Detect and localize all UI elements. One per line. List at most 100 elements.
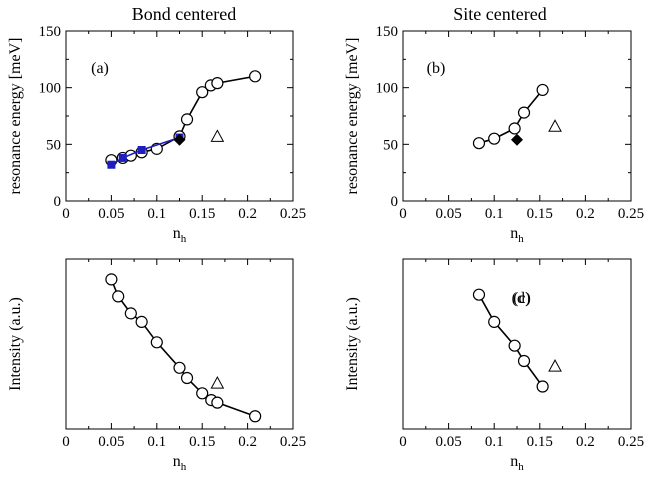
y-tick-label: 100 bbox=[39, 81, 62, 97]
series-line bbox=[478, 89, 544, 144]
data-point-circle bbox=[536, 380, 549, 393]
series-triangle-open bbox=[548, 359, 562, 372]
series-diamond-filled bbox=[511, 133, 523, 146]
data-point-circle bbox=[536, 83, 549, 97]
series-diamond-filled bbox=[173, 133, 186, 146]
data-point-circle bbox=[196, 387, 209, 400]
x-tick-label: 0.25 bbox=[280, 434, 306, 450]
x-axis-label: nh bbox=[173, 453, 187, 473]
panels: 0 0.05 0.1 0.15 0.2 0.25050100150nhresonance … bbox=[7, 24, 644, 473]
x-tick-label: 0.05 bbox=[435, 434, 461, 450]
data-point-triangle bbox=[548, 359, 562, 372]
series-triangle-open bbox=[210, 129, 225, 142]
series-line bbox=[478, 294, 544, 387]
panel-label-b: (b) bbox=[427, 60, 446, 77]
data-point-circle bbox=[488, 132, 501, 145]
data-point-triangle bbox=[210, 129, 225, 142]
panel-label-a: (a) bbox=[91, 60, 109, 77]
x-axis-label-base: n bbox=[510, 453, 518, 470]
x-axis-label-base: n bbox=[510, 225, 518, 242]
panel-b: 0 0.05 0.1 0.15 0.2 0.25 0 50 100 150 nh resonance … bbox=[344, 24, 644, 245]
y-axis-label: resonance energy [meV] bbox=[344, 38, 361, 195]
series-triangle-open bbox=[210, 376, 225, 389]
data-point-circle bbox=[249, 70, 262, 83]
x-tick-label: 0.25 bbox=[618, 206, 644, 222]
x-tick-label: 0.25 bbox=[280, 206, 306, 222]
x-tick-label: 0.2 bbox=[238, 434, 257, 450]
x-axis-label-base: n bbox=[173, 453, 181, 470]
data-point-circle bbox=[211, 396, 224, 409]
y-axis-label: resonance energy [meV] bbox=[7, 38, 24, 195]
data-point-circle bbox=[472, 137, 486, 150]
series-square-filled bbox=[107, 133, 184, 169]
series-circle-open bbox=[105, 70, 262, 167]
x-tick-label: 0.05 bbox=[98, 434, 124, 450]
data-point-circle bbox=[517, 106, 531, 119]
plot-frame-c bbox=[65, 258, 294, 430]
x-tick-label: 0.15 bbox=[527, 434, 553, 450]
data-point-diamond bbox=[173, 133, 186, 146]
data-point-triangle bbox=[210, 376, 225, 389]
y-tick-label: 100 bbox=[376, 81, 399, 97]
data-point-circle bbox=[180, 113, 194, 126]
data-point-circle bbox=[508, 339, 521, 352]
x-tick-label: 0.2 bbox=[238, 206, 257, 222]
x-tick-label: 0.1 bbox=[147, 206, 166, 222]
y-tick-label: 150 bbox=[39, 24, 62, 40]
data-point-circle bbox=[249, 410, 262, 423]
y-tick-label: 50 bbox=[383, 137, 398, 153]
y-tick-label: 50 bbox=[46, 137, 61, 153]
panel-a: 0 0.05 0.1 0.15 0.2 0.25 0 50 100 150 nh resonance … bbox=[7, 24, 306, 245]
data-point-circle bbox=[105, 273, 118, 286]
data-point-circle bbox=[196, 86, 209, 99]
x-tick-label: 0.2 bbox=[576, 206, 595, 222]
plot-frame-b bbox=[402, 30, 632, 202]
x-tick-label: 0 bbox=[62, 434, 70, 450]
x-axis-label: nh bbox=[510, 453, 524, 473]
x-tick-label: 0.05 bbox=[435, 206, 461, 222]
panel-label-d: (d) bbox=[512, 290, 531, 307]
x-tick-label: 0.15 bbox=[189, 206, 215, 222]
y-tick-label: 0 bbox=[54, 194, 62, 210]
x-axis-label: nh bbox=[510, 225, 524, 245]
data-point-circle bbox=[135, 315, 148, 328]
x-tick-label: 0.1 bbox=[485, 206, 504, 222]
data-point-circle bbox=[173, 361, 186, 374]
x-tick-label: 0 bbox=[62, 206, 70, 222]
data-point-diamond bbox=[511, 133, 523, 146]
data-point-circle bbox=[150, 336, 163, 349]
data-point-circle bbox=[180, 371, 194, 385]
data-point-circle bbox=[211, 77, 224, 90]
x-tick-label: 0.05 bbox=[98, 206, 124, 222]
data-point-square bbox=[137, 146, 146, 154]
series-circle-open bbox=[105, 273, 262, 423]
plot-frame-a bbox=[65, 30, 294, 202]
data-point-circle bbox=[124, 307, 137, 320]
x-axis-label-subscript: h bbox=[181, 461, 187, 473]
x-tick-label: 0 bbox=[399, 434, 407, 450]
x-tick-label: 0.2 bbox=[576, 434, 595, 450]
series-circle-open bbox=[472, 288, 549, 393]
data-point-circle bbox=[472, 288, 486, 301]
data-point-square bbox=[118, 153, 127, 162]
y-axis-label: Intensity (a.u.) bbox=[7, 297, 24, 391]
x-axis-label-subscript: h bbox=[181, 233, 187, 245]
y-tick-label: 150 bbox=[376, 24, 399, 40]
data-point-circle bbox=[488, 315, 501, 328]
y-tick-label: 0 bbox=[391, 194, 399, 210]
column-title-site-centered: Site centered bbox=[453, 4, 546, 24]
x-axis-label-subscript: h bbox=[518, 233, 524, 245]
x-tick-label: 0.25 bbox=[618, 434, 644, 450]
x-tick-label: 0.15 bbox=[189, 434, 215, 450]
data-point-square bbox=[107, 160, 116, 169]
x-tick-label: 0.15 bbox=[527, 206, 553, 222]
x-tick-label: 0 bbox=[399, 206, 407, 222]
series-triangle-open bbox=[548, 119, 562, 132]
column-title-bond-centered: Bond centered bbox=[132, 4, 236, 24]
panel-label-c: (c) bbox=[513, 290, 531, 307]
x-tick-label: 0.1 bbox=[485, 434, 504, 450]
panel-d: 0 0.05 0.1 0.15 0.2 0.25 nh Intensity (a.u.) (d) bbox=[344, 258, 644, 473]
y-axis-label: Intensity (a.u.) bbox=[344, 297, 361, 391]
series-circle-open bbox=[472, 83, 549, 150]
